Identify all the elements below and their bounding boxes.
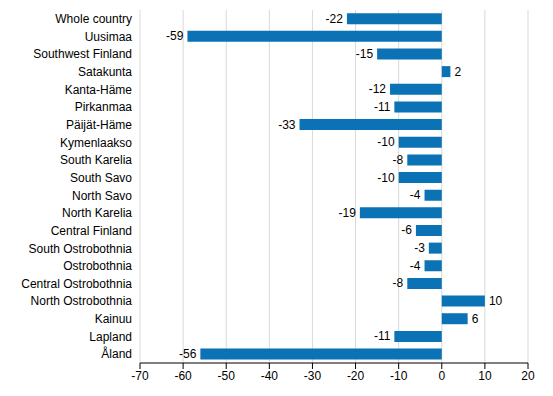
svg-text:-22: -22 [326,12,344,26]
svg-text:-8: -8 [393,276,404,290]
svg-text:-59: -59 [166,29,184,43]
svg-text:20: 20 [521,369,535,383]
svg-text:-8: -8 [393,153,404,167]
svg-text:Päijät-Häme: Päijät-Häme [66,118,132,132]
svg-text:Satakunta: Satakunta [78,65,132,79]
svg-text:-3: -3 [414,241,425,255]
svg-text:Pirkanmaa: Pirkanmaa [75,100,133,114]
svg-text:South Savo: South Savo [70,171,132,185]
svg-text:Ostrobothnia: Ostrobothnia [63,259,132,273]
svg-text:Lapland: Lapland [89,330,132,344]
svg-text:10: 10 [489,294,503,308]
svg-text:-33: -33 [278,118,296,132]
svg-text:-10: -10 [390,369,408,383]
svg-text:Whole country: Whole country [55,12,132,26]
svg-text:-4: -4 [410,188,421,202]
svg-text:North Savo: North Savo [72,189,132,203]
svg-text:-4: -4 [410,259,421,273]
svg-text:Central Finland: Central Finland [51,224,132,238]
svg-text:Uusimaa: Uusimaa [85,30,133,44]
svg-text:-11: -11 [374,100,391,114]
svg-text:Kymenlaakso: Kymenlaakso [60,136,132,150]
svg-text:0: 0 [438,369,445,383]
svg-text:Kanta-Häme: Kanta-Häme [65,83,133,97]
svg-text:-10: -10 [377,171,395,185]
svg-text:-60: -60 [174,369,192,383]
svg-text:Åland: Åland [101,346,132,361]
svg-text:Southwest Finland: Southwest Finland [33,47,132,61]
svg-text:North Karelia: North Karelia [62,206,132,220]
svg-text:-70: -70 [131,369,149,383]
svg-text:-15: -15 [356,47,374,61]
svg-text:South Ostrobothnia: South Ostrobothnia [29,242,133,256]
svg-text:2: 2 [454,65,461,79]
svg-text:-40: -40 [261,369,279,383]
svg-text:Central Ostrobothnia: Central Ostrobothnia [21,277,132,291]
svg-text:-56: -56 [179,347,197,361]
svg-text:North Ostrobothnia: North Ostrobothnia [31,294,133,308]
svg-text:-50: -50 [218,369,236,383]
svg-text:South Karelia: South Karelia [60,153,132,167]
svg-text:-19: -19 [339,206,357,220]
svg-text:-12: -12 [369,82,387,96]
svg-text:-20: -20 [347,369,365,383]
svg-text:10: 10 [478,369,492,383]
svg-text:-10: -10 [377,135,395,149]
svg-text:-11: -11 [374,329,391,343]
svg-text:-6: -6 [401,223,412,237]
svg-text:Kainuu: Kainuu [95,312,132,326]
svg-text:6: 6 [472,312,479,326]
svg-text:-30: -30 [304,369,322,383]
